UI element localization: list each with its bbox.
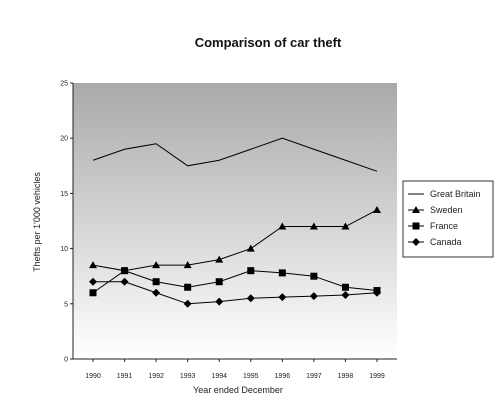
data-point-sweden bbox=[278, 222, 287, 230]
data-point-sweden bbox=[89, 261, 97, 269]
data-point-canada bbox=[278, 293, 287, 302]
data-point-canada bbox=[341, 290, 350, 299]
y-tick-label: 10 bbox=[60, 246, 68, 253]
data-point-france bbox=[121, 267, 129, 275]
data-point-canada bbox=[373, 288, 381, 297]
legend-label-france: France bbox=[430, 221, 458, 231]
legend: Great Britain Sweden France Canada bbox=[402, 180, 494, 258]
x-tick-label: 1992 bbox=[148, 373, 164, 380]
y-axis-label: Thefts per 1'000 vehicles bbox=[32, 172, 42, 272]
data-point-france bbox=[247, 267, 255, 275]
x-tick-label: 1997 bbox=[306, 373, 322, 380]
data-point-canada bbox=[183, 299, 192, 308]
data-point-canada bbox=[120, 277, 129, 286]
data-point-france bbox=[89, 289, 97, 297]
data-point-france bbox=[278, 269, 286, 277]
data-point-france bbox=[184, 283, 192, 291]
legend-marker-canada bbox=[412, 238, 420, 246]
legend-label-sweden: Sweden bbox=[430, 205, 463, 215]
series-great-britain bbox=[92, 137, 378, 172]
x-tick-label: 1995 bbox=[243, 373, 259, 380]
series-line-canada bbox=[93, 281, 378, 305]
y-tick-label: 0 bbox=[64, 357, 68, 364]
data-point-france bbox=[341, 283, 349, 291]
y-tick-label: 25 bbox=[60, 81, 68, 88]
data-point-canada bbox=[246, 294, 255, 303]
y-tick-label: 20 bbox=[60, 136, 68, 143]
data-point-sweden bbox=[373, 205, 381, 213]
plot-area bbox=[73, 83, 397, 359]
chart-title: Comparison of car theft bbox=[195, 35, 342, 50]
y-tick-label: 15 bbox=[60, 191, 68, 198]
series-line-sweden bbox=[92, 209, 378, 272]
data-point-france bbox=[310, 272, 318, 280]
data-point-france bbox=[152, 278, 160, 286]
x-axis-label: Year ended December bbox=[193, 385, 283, 395]
legend-label-great-britain: Great Britain bbox=[430, 189, 481, 199]
x-tick-label: 1999 bbox=[369, 373, 385, 380]
x-tick-label: 1990 bbox=[85, 373, 101, 380]
x-tick-label: 1993 bbox=[180, 373, 196, 380]
data-point-sweden bbox=[341, 222, 350, 230]
data-point-france bbox=[215, 278, 223, 286]
y-tick-label: 5 bbox=[64, 301, 68, 308]
data-point-sweden bbox=[309, 222, 318, 230]
data-point-sweden bbox=[183, 261, 192, 269]
legend-marker-france bbox=[412, 222, 420, 230]
data-point-sweden bbox=[152, 261, 161, 269]
series-line-great-britain bbox=[92, 137, 378, 172]
data-point-canada bbox=[215, 297, 224, 306]
data-point-sweden bbox=[215, 255, 224, 263]
data-point-canada bbox=[89, 277, 97, 286]
x-tick-label: 1998 bbox=[338, 373, 354, 380]
x-tick-label: 1996 bbox=[275, 373, 291, 380]
series-line-france bbox=[92, 270, 378, 294]
legend-label-canada: Canada bbox=[430, 237, 462, 247]
data-point-sweden bbox=[246, 244, 255, 252]
x-tick-label: 1994 bbox=[211, 373, 227, 380]
x-tick-label: 1991 bbox=[117, 373, 133, 380]
data-point-canada bbox=[152, 288, 161, 297]
series-france bbox=[89, 267, 381, 297]
data-point-canada bbox=[309, 292, 318, 301]
series-canada bbox=[89, 277, 381, 308]
legend-marker-sweden bbox=[412, 206, 420, 213]
